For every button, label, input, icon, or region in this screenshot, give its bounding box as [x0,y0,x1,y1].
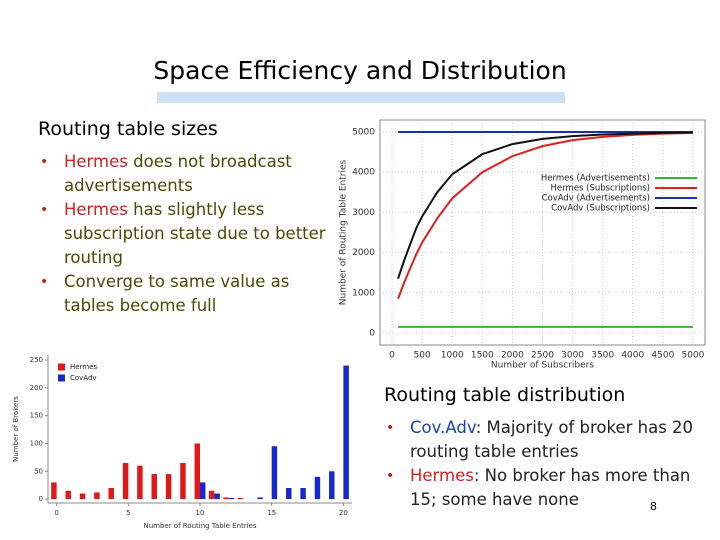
legend-label: Hermes (Subscriptions) [551,184,650,194]
bullet: Hermes: No broker has more than 15; some… [384,464,704,512]
y-tick-label: 50 [34,467,43,475]
chart: 0 1000 2000 3000 4000 5000 0 500 1000 1500 2000 250… [339,119,706,371]
x-tick-label: 3000 [561,351,584,361]
x-axis-label: Number of Routing Table Entries [143,522,256,530]
x-tick-label: 5000 [682,351,705,361]
x-tick-label: 0 [54,509,58,517]
bullet: Hermes has slightly less subscription st… [38,198,338,270]
bar [257,497,263,500]
bar [286,487,292,500]
term: Hermes [64,200,128,219]
x-tick-label: 1500 [471,351,494,361]
bar [94,492,100,500]
bar [194,443,200,500]
y-tick-label: 5000 [352,128,375,138]
bar [214,493,220,500]
bar [271,446,278,500]
x-tick-label: 2000 [501,351,524,361]
legend-label: CovAdv [70,374,97,382]
y-tick-label: 4000 [352,168,375,178]
bullet-text: : Majority of broker has 20 routing tabl… [410,418,694,461]
x-tick-label: 4000 [621,351,644,361]
x-tick-label: 2500 [531,351,554,361]
bar [65,490,71,500]
x-tick-label: 500 [414,351,431,361]
legend-label: Hermes (Advertisements) [541,174,650,184]
bullet: Cov.Adv: Majority of broker has 20 routi… [384,416,704,464]
term: Cov.Adv [410,418,476,437]
line [397,131,693,300]
bar [122,462,129,500]
bullet-text: does not broadcast advertisements [64,152,292,195]
bar [200,482,206,500]
bar [51,482,57,500]
bullet-text: has slightly less subscription state due… [64,200,326,267]
bar [329,471,335,500]
bar [137,465,143,500]
x-tick-label: 15 [267,509,276,517]
chart: 0 50 100 150 200 250 0 5 10 15 20 Number of Routing… [12,355,352,530]
slide-title: Space Efficiency and Distribution [153,56,567,85]
legend-swatch [58,363,65,371]
legend-label: CovAdv (Advertisements) [542,194,650,204]
line [397,131,693,280]
title-underline [157,92,565,103]
y-tick-label: 0 [369,328,375,338]
x-tick-label: 0 [389,351,395,361]
y-tick-label: 2000 [352,248,375,258]
bar [108,487,114,500]
bar [314,476,321,500]
y-tick-label: 3000 [352,208,375,218]
x-tick-label: 10 [196,509,205,517]
legend-label: CovAdv (Subscriptions) [551,204,650,214]
bullet-list: Hermes does not broadcast advertisements… [38,150,338,318]
y-axis-label: Number of Brokers [12,396,20,462]
legend-label: Hermes [70,363,97,371]
x-tick-label: 20 [339,509,348,517]
y-axis-label: Number of Routing Table Entries [339,159,349,305]
x-tick-label: 4500 [651,351,674,361]
section-heading: Routing table distribution [384,384,626,406]
bar [300,487,306,500]
x-tick-label: 5 [126,509,130,517]
bar [208,490,215,500]
y-tick-label: 100 [30,439,43,447]
bullet-list: Cov.Adv: Majority of broker has 20 routi… [384,416,704,512]
bar [165,474,172,500]
bar [223,497,229,500]
y-tick-label: 150 [30,412,43,420]
bullet-text: Converge to same value as tables become … [64,272,290,315]
section-heading: Routing table sizes [38,118,218,140]
y-tick-label: 0 [39,495,43,503]
bar [151,474,157,500]
section: Routing table distribution Cov.Adv: Majo… [384,384,704,512]
bullet: Converge to same value as tables become … [38,270,338,318]
x-axis-label: Number of Subscribers [491,361,594,371]
bar [180,462,186,500]
bullet-text: : No broker has more than 15; some have … [410,466,691,509]
y-tick-label: 1000 [352,288,375,298]
bar [228,497,235,500]
section: Routing table sizes Hermes does not broa… [38,118,338,318]
y-tick-label: 250 [30,356,43,364]
y-tick-label: 200 [30,384,43,392]
bar [79,493,86,500]
term: Hermes [410,466,474,485]
page-number: 8 [650,500,657,513]
bar [343,365,349,500]
term: Hermes [64,152,128,171]
bar [237,497,244,500]
bullet: Hermes does not broadcast advertisements [38,150,338,198]
x-tick-label: 3500 [591,351,614,361]
legend-swatch [58,374,65,382]
x-tick-label: 1000 [441,351,464,361]
